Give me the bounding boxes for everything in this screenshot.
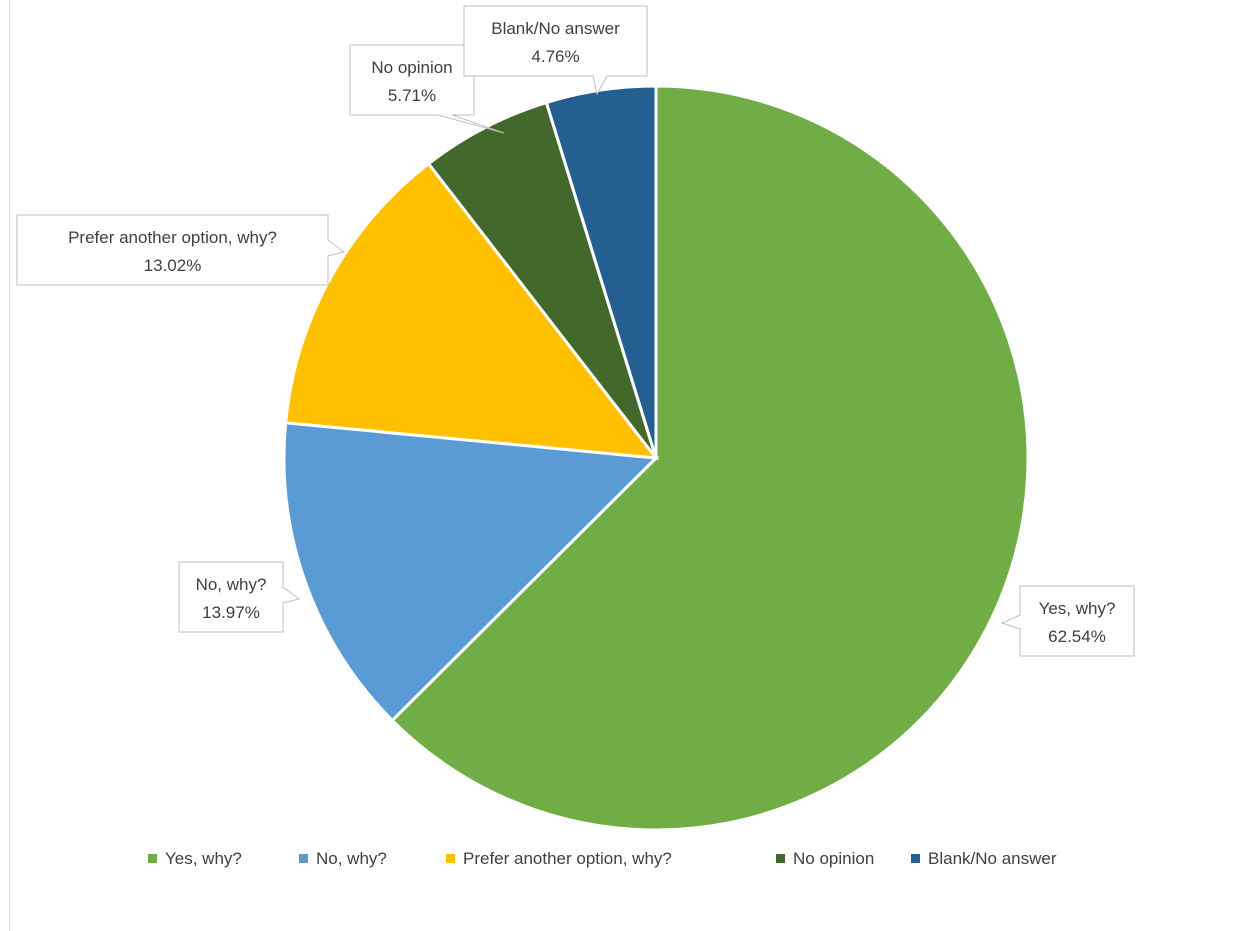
chart-border <box>9 0 10 931</box>
data-label-category: Blank/No answer <box>491 19 620 38</box>
legend-swatch <box>911 854 920 863</box>
legend: Yes, why? No, why? Prefer another option, … <box>148 849 1057 868</box>
data-label-prefer-another-option-why: Prefer another option, why? 13.02% <box>16 214 346 286</box>
legend-swatch <box>148 854 157 863</box>
pie-slice-prefer-another-option-why <box>284 161 660 460</box>
legend-item-blank-no-answer: Blank/No answer <box>911 849 1057 868</box>
data-label-value: 5.71% <box>388 86 436 105</box>
data-labels: Yes, why? 62.54% No, why? 13.97% Prefer anot… <box>16 5 1135 657</box>
legend-label: No opinion <box>793 849 874 868</box>
data-label-blank-no-answer: Blank/No answer 4.76% <box>463 5 648 96</box>
legend-label: Prefer another option, why? <box>463 849 672 868</box>
data-label-value: 13.97% <box>202 603 260 622</box>
data-label-category: No opinion <box>371 58 452 77</box>
pie-slice-blank-no-answer <box>544 84 658 459</box>
legend-item-no-why: No, why? <box>299 849 387 868</box>
pie-slice-yes-why <box>390 84 1030 832</box>
legend-swatch <box>299 854 308 863</box>
data-label-box <box>16 214 346 286</box>
legend-swatch <box>446 854 455 863</box>
data-label-category: No, why? <box>196 575 267 594</box>
legend-label: No, why? <box>316 849 387 868</box>
data-label-value: 4.76% <box>531 47 579 66</box>
data-label-box <box>463 5 648 96</box>
legend-swatch <box>776 854 785 863</box>
data-label-box <box>1000 585 1135 657</box>
legend-item-prefer-another-option-why: Prefer another option, why? <box>446 849 672 868</box>
pie-slice-no-why <box>282 421 660 723</box>
legend-item-yes-why: Yes, why? <box>148 849 242 868</box>
legend-label: Yes, why? <box>165 849 242 868</box>
data-label-category: Yes, why? <box>1039 599 1116 618</box>
data-label-value: 13.02% <box>144 256 202 275</box>
data-label-no-why: No, why? 13.97% <box>178 561 301 633</box>
legend-item-no-opinion: No opinion <box>776 849 874 868</box>
data-label-box <box>178 561 301 633</box>
data-label-category: Prefer another option, why? <box>68 228 277 247</box>
data-label-yes-why: Yes, why? 62.54% <box>1000 585 1135 657</box>
pie-slices <box>282 84 1030 832</box>
legend-label: Blank/No answer <box>928 849 1057 868</box>
data-label-value: 62.54% <box>1048 627 1106 646</box>
